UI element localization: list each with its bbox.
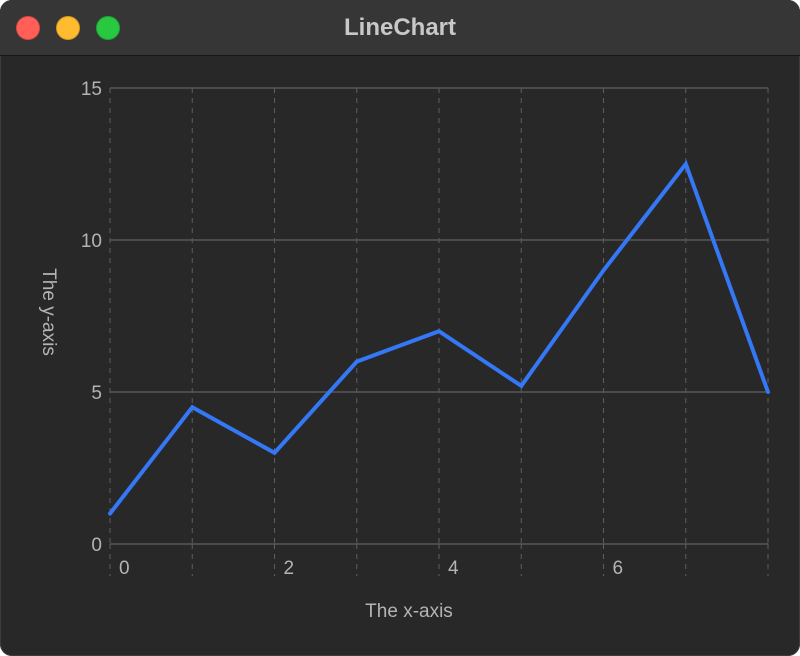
- y-axis-title: The y-axis: [38, 268, 59, 356]
- y-axis-ticks: 0 5 10 15: [81, 79, 102, 556]
- zoom-button[interactable]: [96, 16, 120, 40]
- x-axis-ticks: 0 2 4 6: [109, 544, 769, 579]
- series-line: [108, 159, 770, 516]
- x-tick-label: 4: [448, 558, 459, 579]
- y-tick-label: 15: [81, 79, 102, 100]
- minimize-button[interactable]: [56, 16, 80, 40]
- x-tick-label: 0: [119, 558, 130, 579]
- title-bar[interactable]: LineChart: [0, 0, 800, 56]
- vertical-gridlines: [109, 88, 769, 544]
- x-axis-title: The x-axis: [365, 601, 453, 622]
- x-tick-label: 6: [613, 558, 624, 579]
- y-tick-label: 10: [81, 231, 102, 252]
- window-title: LineChart: [343, 14, 456, 41]
- y-tick-label: 0: [91, 535, 102, 556]
- line-chart: 0 2 4 6 0 5 10 15 The x-axis The y-axis: [38, 79, 770, 622]
- x-tick-label: 2: [284, 558, 295, 579]
- close-button[interactable]: [16, 16, 40, 40]
- y-tick-label: 5: [91, 383, 102, 404]
- horizontal-gridlines: [110, 87, 768, 545]
- series-layer: [108, 159, 770, 516]
